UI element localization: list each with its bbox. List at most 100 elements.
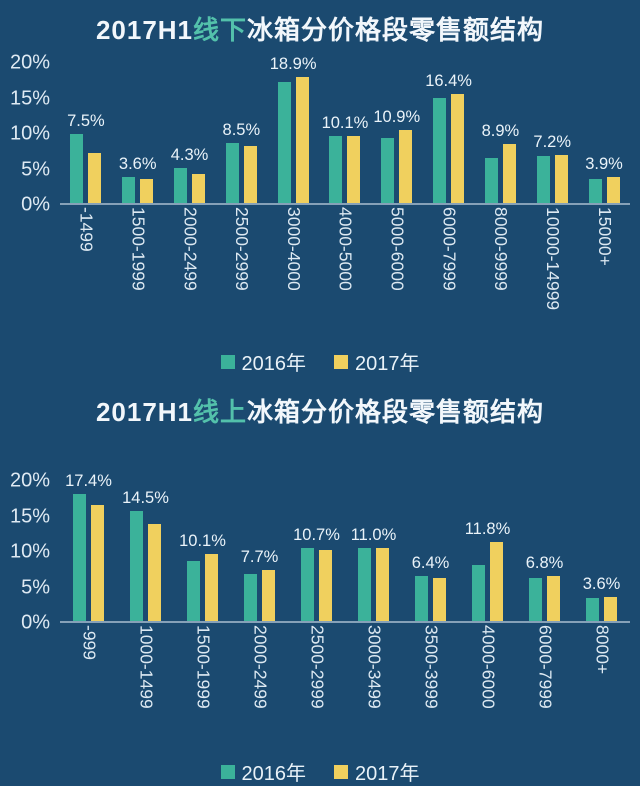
bar-2016年 [244, 574, 257, 621]
bar-group: 10.1% [174, 532, 231, 621]
legend-label-2016: 2016年 [241, 353, 307, 375]
legend-label-2017: 2017年 [355, 353, 420, 375]
bar-pair [122, 177, 154, 203]
value-label: 10.9% [373, 108, 421, 126]
x-axis-label: 8000+ [592, 625, 613, 675]
bar-2017年 [319, 550, 332, 621]
value-label: 10.1% [321, 114, 369, 132]
bar-pair [277, 77, 309, 203]
bar-group: 17.4% [60, 472, 117, 621]
legend: 2016年 2017年 [0, 757, 640, 786]
x-axis-label: 3000-3499 [364, 625, 385, 709]
bar-pair [472, 542, 503, 621]
x-axis-label: 1500-1999 [128, 207, 149, 291]
bar-2016年 [122, 177, 136, 203]
legend-item-2016: 2016年 [220, 757, 306, 786]
value-label: 18.9% [269, 55, 317, 73]
bar-2016年 [225, 143, 239, 203]
bar-2017年 [433, 578, 446, 621]
bar-pair [588, 177, 620, 203]
bar-pair [130, 511, 161, 621]
bar-2017年 [88, 153, 102, 203]
x-axis-label: 15000+ [594, 207, 615, 266]
legend-swatch-2017 [334, 764, 348, 779]
x-axis-label: -1499 [76, 207, 97, 252]
x-axis-label: 2500-2999 [232, 207, 253, 291]
bar-pair [301, 548, 332, 621]
x-axis-label: 3500-3999 [421, 625, 442, 709]
bar-pair [381, 130, 413, 203]
value-label: 7.7% [240, 548, 279, 566]
bar-2017年 [547, 576, 560, 621]
bar-2016年 [472, 565, 485, 621]
bar-2017年 [376, 548, 389, 621]
legend-item-2016: 2016年 [220, 347, 307, 376]
bar-2016年 [130, 511, 143, 621]
offline-price-segment-chart: 2017H1线下冰箱分价格段零售额结构 20% 15% 10% 5% 0% 7.5% 3.… [0, 0, 640, 376]
value-label: 11.8% [464, 520, 511, 538]
bar-2017年 [91, 505, 104, 621]
bar-group: 7.5% [60, 112, 112, 203]
bar-2016年 [433, 98, 447, 203]
x-axis-label: 6000-7999 [535, 625, 556, 709]
bar-2017年 [502, 144, 516, 203]
bar-2017年 [604, 597, 617, 621]
bar-pair [225, 143, 257, 203]
bar-pair [433, 94, 465, 203]
bar-2017年 [451, 94, 465, 203]
bar-2016年 [277, 82, 291, 203]
bar-pair [358, 548, 389, 621]
bar-2016年 [415, 576, 428, 621]
bar-group: 10.7% [288, 526, 345, 621]
bar-group: 18.9% [267, 55, 319, 203]
bar-2016年 [73, 494, 86, 621]
bar-pair [73, 494, 104, 621]
value-label: 4.3% [170, 146, 209, 164]
x-axis-labels: -1499 1500-1999 2000-2499 2500-2999 3000-400… [60, 207, 630, 341]
value-label: 16.4% [425, 72, 472, 90]
value-label: 8.9% [481, 122, 520, 140]
x-axis-label: 2500-2999 [307, 625, 328, 709]
bar-group: 11.8% [459, 520, 516, 621]
title-suffix: 冰箱分价格段零售额结构 [247, 15, 545, 45]
bar-2017年 [606, 177, 620, 203]
legend-label-2017: 2017年 [355, 763, 420, 785]
x-axis-label: 4000-6000 [478, 625, 499, 709]
title-highlight-online: 线上 [193, 397, 248, 427]
plot-area: 20% 15% 10% 5% 0% 17.4% 14.5% 10.1% 7.7% 10.7% 11… [4, 470, 630, 634]
x-axis-label: 5000-6000 [387, 207, 408, 291]
legend: 2016年 2017年 [0, 347, 640, 376]
bar-group: 10.1% [319, 114, 371, 203]
bar-2016年 [529, 578, 542, 621]
value-label: 6.4% [411, 554, 450, 572]
value-label: 14.5% [122, 489, 169, 507]
bar-2017年 [490, 542, 503, 621]
bar-2017年 [347, 136, 361, 203]
bar-pair [244, 570, 275, 621]
bar-group: 11.0% [345, 526, 402, 621]
bar-group: 8.9% [475, 122, 527, 203]
value-label: 10.1% [179, 532, 226, 550]
bar-group: 7.2% [526, 133, 578, 203]
bar-group: 3.6% [112, 155, 164, 203]
y-axis-tick: 0% [21, 611, 50, 634]
x-axis-label: 6000-7999 [439, 207, 460, 291]
bar-2016年 [174, 168, 188, 203]
x-axis-label: 1500-1999 [193, 625, 214, 709]
bar-2017年 [205, 554, 218, 621]
x-axis-label: 8000-9999 [491, 207, 512, 291]
bar-group: 3.9% [578, 155, 630, 203]
bar-2017年 [295, 77, 309, 203]
bar-group: 3.6% [573, 575, 630, 621]
bar-2017年 [243, 146, 257, 203]
bar-pair [415, 576, 446, 621]
bar-2017年 [192, 174, 206, 203]
bar-2016年 [301, 548, 314, 621]
bar-2016年 [187, 561, 200, 621]
y-axis-tick: 5% [21, 158, 50, 180]
value-label: 7.2% [533, 133, 572, 151]
bar-pair [187, 554, 218, 621]
legend-item-2017: 2017年 [334, 757, 420, 786]
x-axis-label: 2000-2499 [180, 207, 201, 291]
value-label: 3.6% [118, 155, 157, 173]
